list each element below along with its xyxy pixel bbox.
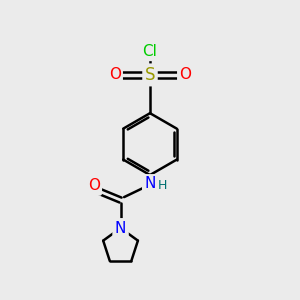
- Text: N: N: [144, 176, 156, 191]
- Text: N: N: [115, 220, 126, 236]
- Text: H: H: [158, 179, 168, 192]
- Text: N: N: [115, 220, 126, 236]
- Text: O: O: [88, 178, 100, 194]
- Text: Cl: Cl: [142, 44, 158, 59]
- Text: S: S: [145, 66, 155, 84]
- Text: O: O: [109, 68, 121, 82]
- Text: O: O: [179, 68, 191, 82]
